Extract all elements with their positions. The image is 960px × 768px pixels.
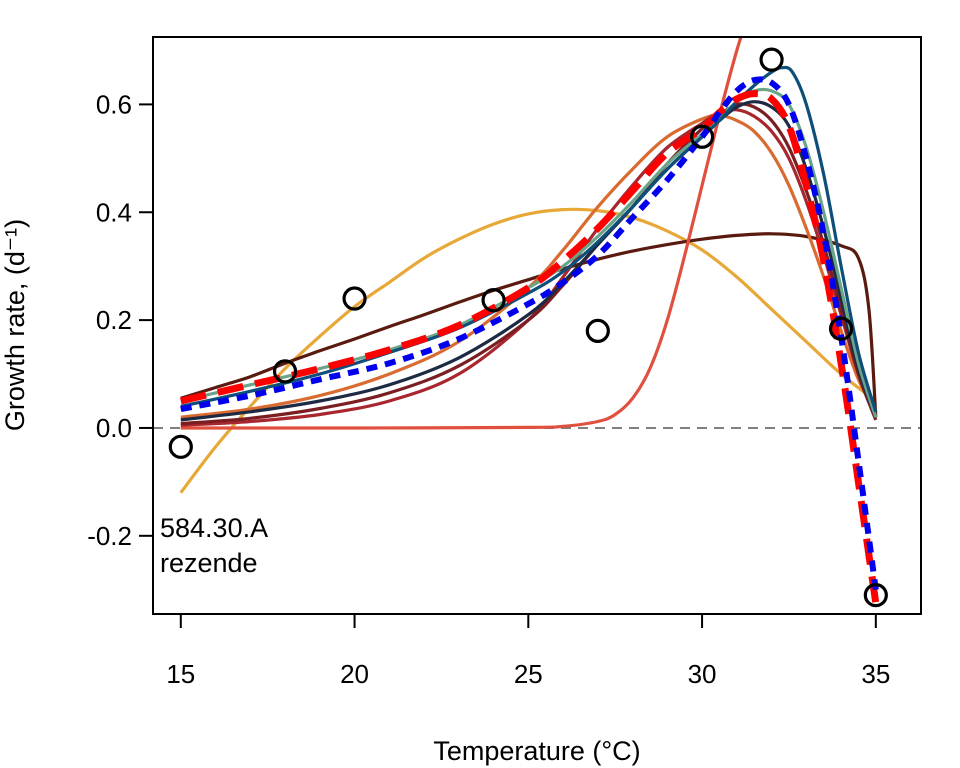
data-point [481,288,506,313]
data-point [828,316,854,341]
annotation-line-2: rezende [160,548,258,578]
y-axis: -0.2 0.0 0.2 0.4 0.6 [87,89,154,551]
x-tick-label: 30 [688,659,717,689]
x-axis: 15 20 25 30 35 [166,613,890,689]
y-tick-label: 0.2 [96,305,132,335]
data-point [168,434,193,459]
data-point [863,583,888,608]
x-axis-title: Temperature (°C) [433,736,640,766]
x-tick-label: 25 [514,659,543,689]
data-point [342,286,367,311]
annotation-line-1: 584.30.A [160,513,268,543]
series-line-10 [180,90,880,604]
series-line-6 [180,102,878,426]
y-tick-label: 0.0 [96,413,132,443]
series-line-3 [180,37,743,430]
y-tick-label: 0.4 [96,197,132,227]
y-tick-label: -0.2 [87,521,132,551]
series-line-11 [180,76,879,591]
observed-points [168,47,888,608]
data-point [759,47,784,72]
x-tick-label: 35 [861,659,890,689]
x-tick-label: 15 [166,659,195,689]
series-line-4 [180,113,878,419]
data-point [689,124,715,149]
data-point [585,318,610,343]
data-point [272,359,298,384]
x-tick-label: 20 [340,659,369,689]
y-axis-title: Growth rate, (d⁻¹) [0,219,30,431]
y-tick-label: 0.6 [96,89,132,119]
